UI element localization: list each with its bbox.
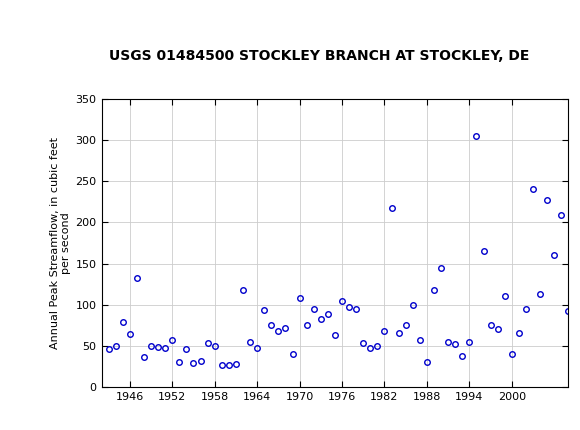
Y-axis label: Annual Peak Streamflow, in cubic feet
per second: Annual Peak Streamflow, in cubic feet pe… bbox=[50, 137, 71, 349]
Text: ≈USGS: ≈USGS bbox=[9, 15, 79, 33]
Text: USGS 01484500 STOCKLEY BRANCH AT STOCKLEY, DE: USGS 01484500 STOCKLEY BRANCH AT STOCKLE… bbox=[109, 49, 529, 64]
